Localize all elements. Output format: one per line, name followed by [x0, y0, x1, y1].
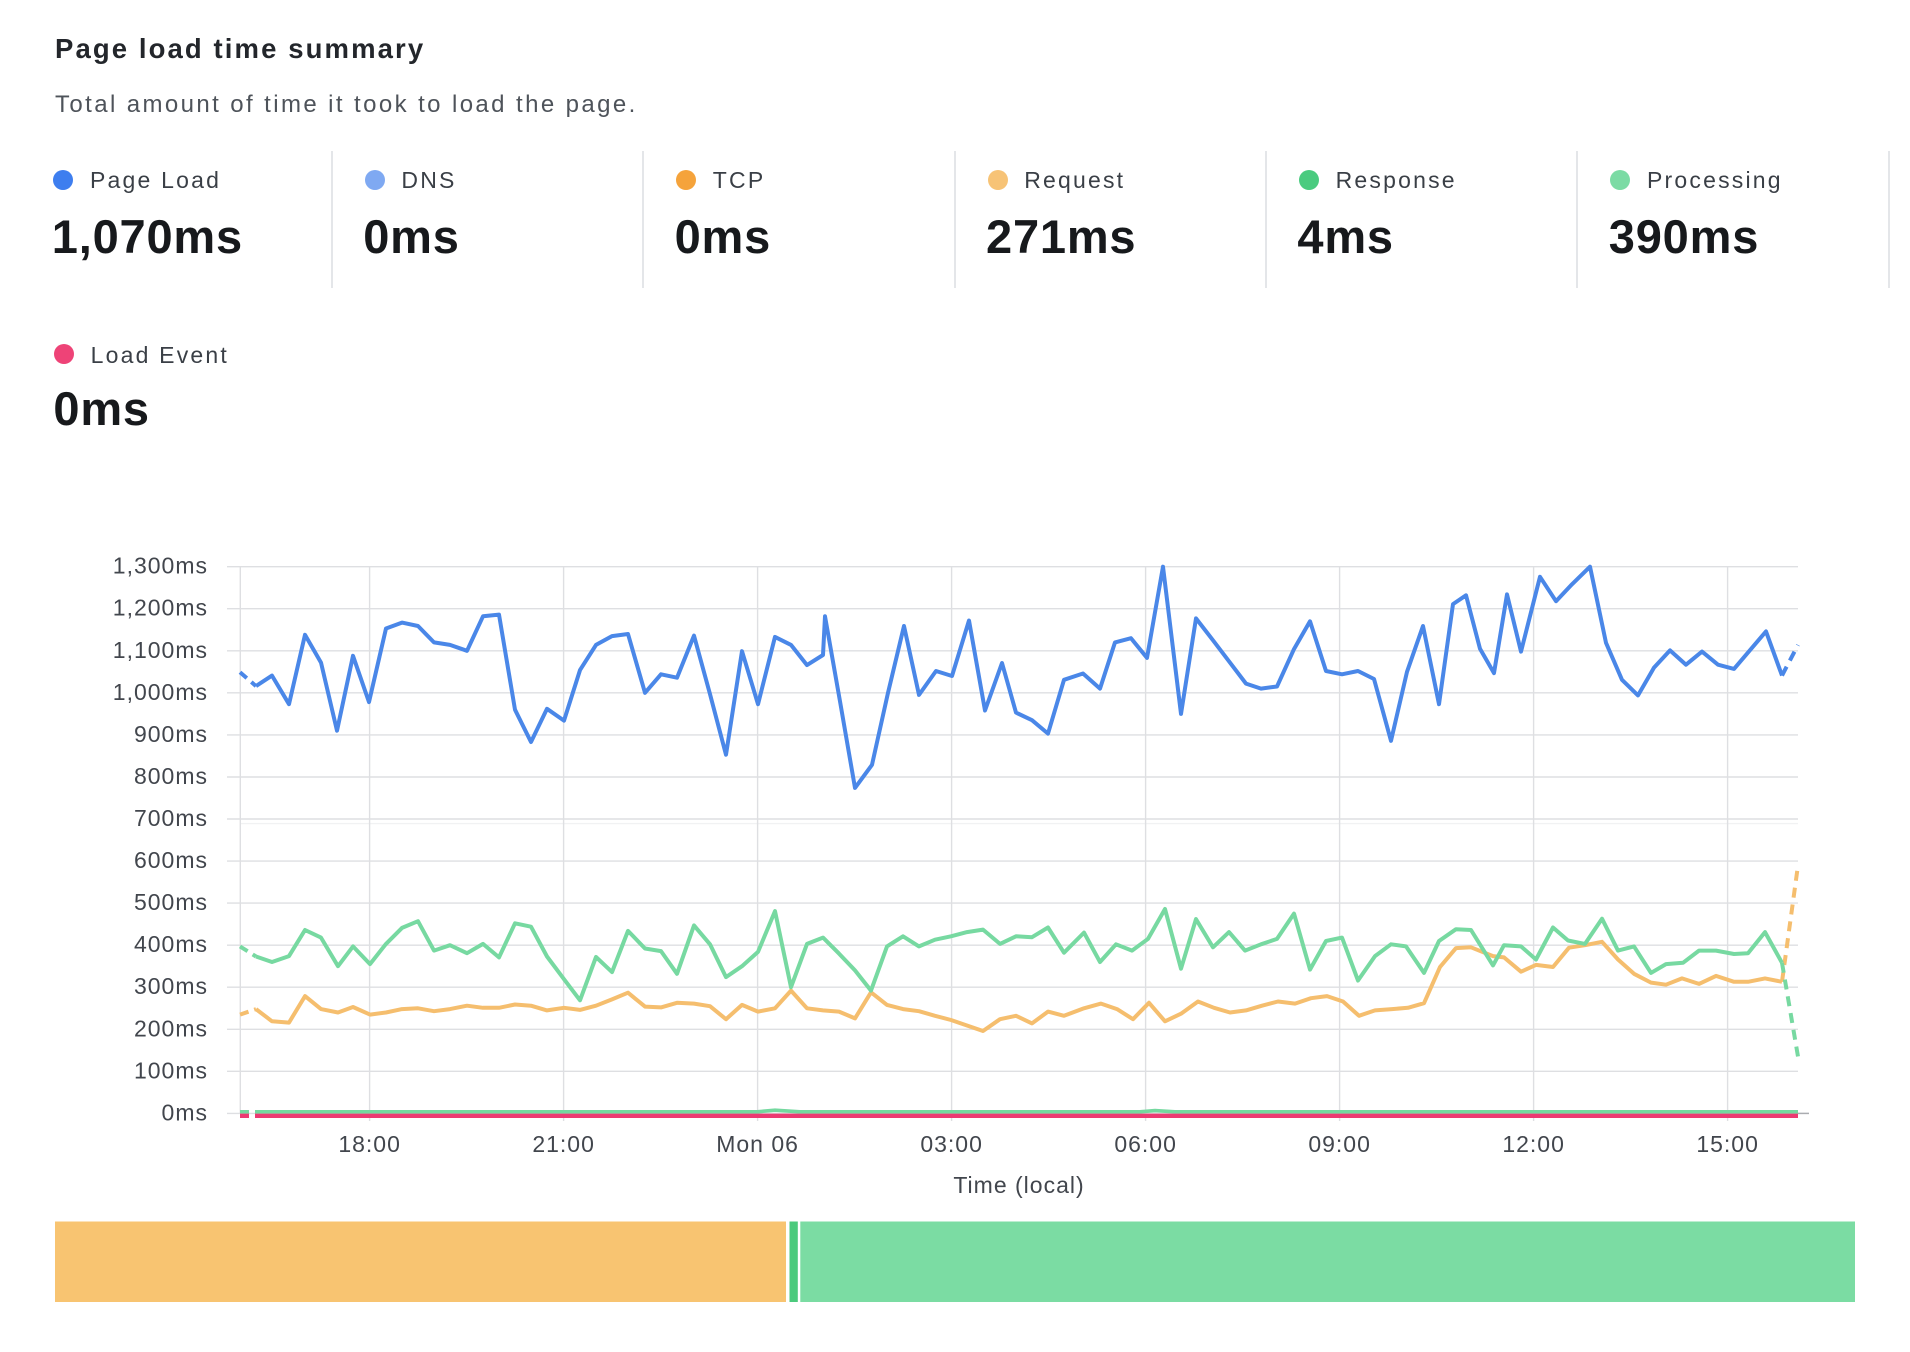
svg-text:500ms: 500ms [134, 889, 208, 915]
svg-text:700ms: 700ms [134, 805, 208, 831]
svg-text:800ms: 800ms [134, 763, 208, 789]
svg-text:09:00: 09:00 [1308, 1131, 1371, 1157]
svg-text:Time (local): Time (local) [953, 1172, 1084, 1198]
svg-text:200ms: 200ms [134, 1015, 208, 1041]
svg-text:15:00: 15:00 [1696, 1131, 1759, 1157]
svg-text:1,100ms: 1,100ms [113, 637, 208, 663]
svg-text:300ms: 300ms [134, 973, 208, 999]
svg-text:100ms: 100ms [134, 1057, 208, 1083]
svg-text:0ms: 0ms [162, 1099, 208, 1125]
svg-text:600ms: 600ms [134, 847, 208, 873]
svg-text:900ms: 900ms [134, 721, 208, 747]
svg-text:1,000ms: 1,000ms [113, 679, 208, 705]
svg-text:1,300ms: 1,300ms [113, 553, 208, 579]
svg-text:400ms: 400ms [134, 931, 208, 957]
svg-text:06:00: 06:00 [1114, 1131, 1177, 1157]
svg-text:1,200ms: 1,200ms [113, 595, 208, 621]
svg-text:18:00: 18:00 [338, 1131, 401, 1157]
svg-text:12:00: 12:00 [1502, 1131, 1565, 1157]
svg-text:03:00: 03:00 [920, 1131, 983, 1157]
svg-text:Mon 06: Mon 06 [716, 1131, 799, 1157]
svg-text:21:00: 21:00 [532, 1131, 595, 1157]
